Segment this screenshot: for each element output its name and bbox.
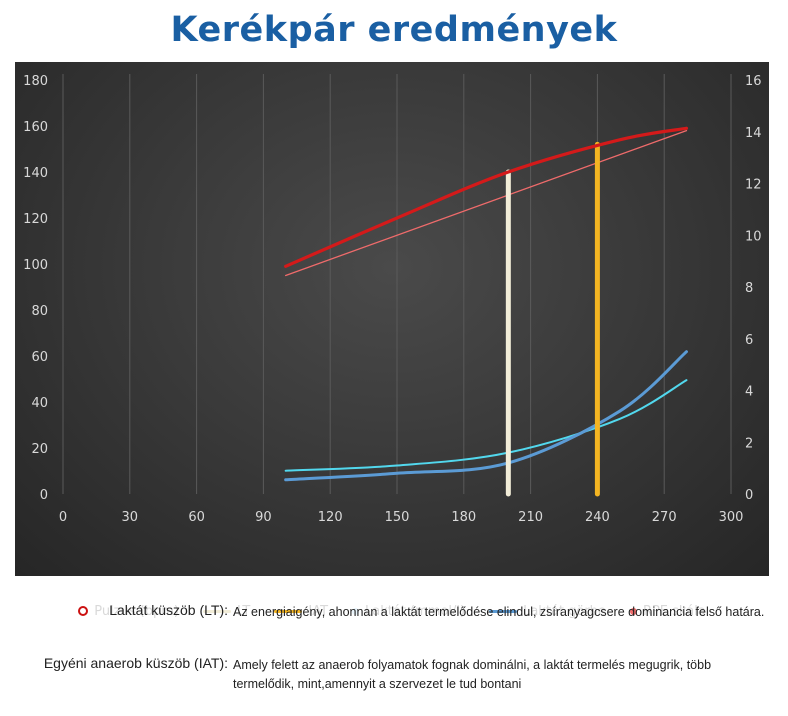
note-lt-label: Laktát küszöb (LT): [109, 602, 228, 618]
legend-marker-lactate [352, 607, 360, 615]
y-left-tick-label: 20 [31, 442, 48, 457]
legend-marker-lt [202, 609, 231, 613]
x-tick-label: 30 [122, 510, 139, 525]
legend-label-lactate-curve: Laktát görbe [523, 603, 606, 619]
y-left-tick-label: 140 [23, 166, 48, 181]
x-tick-label: 240 [585, 510, 610, 525]
chart-legend: Pulzus (bpm) LT IAT Laktát (mmol/l) Lakt… [15, 600, 769, 622]
page-title: Kerékpár eredmények [170, 10, 618, 50]
y-left-tick-label: 120 [23, 212, 48, 227]
x-tick-label: 270 [652, 510, 677, 525]
y-right-tick-label: 2 [745, 436, 753, 451]
legend-marker-pulse [78, 606, 89, 616]
legend-item-lactate-curve: Laktát görbe [489, 604, 606, 619]
y-left-tick-label: 180 [23, 74, 48, 89]
chart: 0 30 60 90 120 150 180 210 240 270 300020406080100… [23, 74, 762, 525]
y-right-tick-label: 14 [745, 126, 762, 141]
y-left-tick-label: 60 [31, 350, 48, 365]
y-right-tick-label: 16 [745, 74, 762, 89]
legend-marker-lactate-curve [489, 609, 518, 613]
x-tick-label: 150 [385, 510, 410, 525]
legend-item-pulse: Pulzus (bpm) [78, 604, 179, 619]
note-iat-text: Amely felett az anaerob folyamatok fogna… [233, 658, 712, 691]
y-right-tick-label: 12 [745, 178, 762, 193]
x-tick-label: 210 [518, 510, 543, 525]
y-right-tick-label: 4 [745, 385, 753, 400]
note-lt-text: Az energiaigény, ahonnan a laktát termel… [233, 605, 765, 619]
legend-item-lt: LT [202, 603, 251, 619]
y-right-tick-label: 0 [745, 488, 753, 503]
legend-marker-iat [274, 609, 303, 613]
legend-item-iat: IAT [274, 604, 328, 619]
y-left-tick-label: 100 [23, 258, 48, 273]
legend-marker-rpe [629, 607, 637, 615]
legend-label-lt: LT [236, 603, 251, 619]
series-rpe-line [285, 129, 688, 277]
series-pulse-line [284, 126, 689, 268]
x-tick-label: 120 [318, 510, 343, 525]
y-right-tick-label: 8 [745, 281, 753, 296]
legend-label-lactate: Laktát (mmol/l) [365, 603, 466, 619]
legend-label-pulse: Pulzus (bpm) [94, 603, 179, 619]
legend-item-rpe: RPE skála [629, 603, 706, 619]
x-tick-label: 0 [59, 510, 67, 525]
y-left-tick-label: 80 [31, 304, 48, 319]
legend-label-iat: IAT [308, 603, 329, 619]
note-iat-label: Egyéni anaerob küszöb (IAT): [43, 655, 228, 671]
y-right-tick-label: 6 [745, 333, 753, 348]
chart-panel: 0 30 60 90 120 150 180 210 240 270 300 0 20 40 60 80 100… [15, 62, 769, 619]
legend-item-lactate: Laktát (mmol/l) [352, 604, 465, 619]
x-tick-label: 300 [719, 510, 744, 525]
x-tick-label: 180 [451, 510, 476, 525]
y-right-tick-label: 10 [745, 229, 762, 244]
x-tick-label: 90 [255, 510, 272, 525]
legend-label-rpe: RPE skála [642, 603, 706, 619]
series-lactate-line [284, 379, 688, 472]
y-left-tick-label: 0 [40, 488, 48, 503]
x-tick-label: 60 [188, 510, 205, 525]
y-left-tick-label: 160 [23, 120, 48, 135]
y-left-tick-label: 40 [31, 396, 48, 411]
